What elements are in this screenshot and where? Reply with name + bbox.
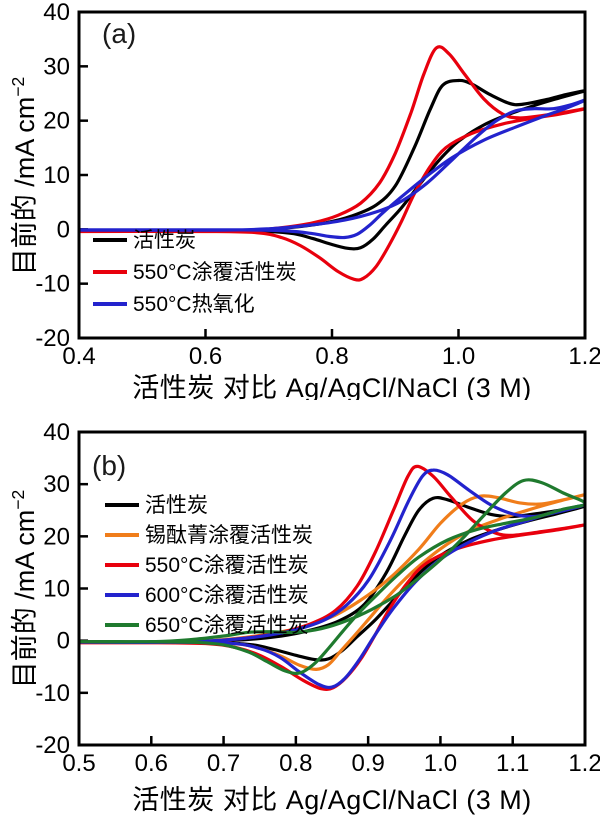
x-tick-label: 0.4 — [62, 343, 95, 370]
plot-frame — [77, 10, 587, 340]
x-tick-label: 0.8 — [315, 343, 348, 370]
panel-b-label: (b) — [92, 450, 127, 481]
y-tick-label: 40 — [43, 0, 70, 26]
legend-item-activated-carbon: 活性炭 — [105, 494, 208, 517]
x-axis-title-a: 活性炭 对比 Ag/AgCl/NaCl (3 M) — [132, 373, 532, 400]
x-tick-label: 0.9 — [351, 750, 384, 777]
y-tick-label: -20 — [35, 325, 70, 352]
x-tick-label: 1.2 — [568, 343, 600, 370]
y-tick-label: -20 — [35, 732, 70, 759]
plot-frame — [77, 430, 587, 747]
y-axis-title-a-sup: −2 — [8, 76, 28, 97]
chart-a-canvas: 0.4 0.6 0.8 1.0 1.2 -20 -10 0 10 20 30 40 活性炭 550°C涂覆… — [35, 0, 600, 370]
legend-label-coated-550c: 550°C涂覆活性炭 — [133, 261, 297, 284]
y-tick-label: 30 — [43, 471, 70, 498]
legend-item-coated-600c: 600°C涂覆活性炭 — [105, 584, 309, 607]
y-axis-title-b: 目前的 /mA cm−2 — [3, 409, 40, 769]
legend-label-snpc-coated: 锡酞菁涂覆活性炭 — [145, 524, 313, 547]
x-tick-label: 1.0 — [442, 343, 475, 370]
x-tick-label: 1.2 — [568, 750, 600, 777]
legend-item-coated-550c: 550°C涂覆活性炭 — [105, 554, 309, 577]
curve-coated-650c — [79, 478, 585, 676]
y-tick-label: 20 — [43, 108, 70, 135]
legend-item-coated-650c: 650°C涂覆活性炭 — [105, 614, 309, 637]
curves — [79, 45, 585, 282]
y-tick-label: 10 — [43, 162, 70, 189]
curve-coated-550c — [79, 45, 585, 282]
curve-thermal-oxidized-550c — [79, 98, 585, 240]
x-tick-label: 0.7 — [207, 750, 240, 777]
legend-item-coated-550c: 550°C涂覆活性炭 — [93, 261, 297, 284]
legend-label-thermal-oxidized-550c: 550°C热氧化 — [133, 293, 255, 316]
y-tick-label: -10 — [35, 680, 70, 707]
y-axis-title-a: 目前的 /mA cm−2 — [3, 0, 40, 356]
x-tick-label: 0.8 — [279, 750, 312, 777]
x-tick-label: 1.0 — [424, 750, 457, 777]
legend-label-coated-650c: 650°C涂覆活性炭 — [145, 614, 309, 637]
y-tick-label: -10 — [35, 271, 70, 298]
x-tick-label: 0.6 — [135, 750, 168, 777]
x-axis-title-b: 活性炭 对比 Ag/AgCl/NaCl (3 M) — [132, 785, 532, 815]
x-tick-label: 1.1 — [496, 750, 529, 777]
y-tick-label: 10 — [43, 576, 70, 603]
curve-coated-550c — [79, 464, 585, 691]
y-tick-label: 40 — [43, 419, 70, 446]
legend-label-activated-carbon: 活性炭 — [133, 229, 196, 252]
curves — [79, 464, 585, 691]
panel-a-label: (a) — [102, 18, 137, 49]
y-axis-title-b-text: 目前的 /mA cm — [10, 509, 40, 689]
y-tick-label: 0 — [57, 216, 70, 243]
y-tick-label: 20 — [43, 523, 70, 550]
legend-item-snpc-coated: 锡酞菁涂覆活性炭 — [105, 524, 313, 547]
y-tick-label: 0 — [57, 628, 70, 655]
y-axis-title-b-sup: −2 — [8, 489, 28, 510]
chart-b-canvas: 0.5 0.6 0.7 0.8 0.9 1.0 1.1 1.2 -20 -10 0 10 20 30 40 活… — [35, 419, 600, 777]
y-axis-title-a-text: 目前的 /mA cm — [10, 96, 40, 276]
curve-activated-carbon — [79, 78, 585, 251]
legend-item-thermal-oxidized-550c: 550°C热氧化 — [93, 293, 255, 316]
y-tick-label: 30 — [43, 53, 70, 80]
legend: 活性炭 550°C涂覆活性炭 550°C热氧化 — [93, 229, 297, 316]
legend-label-coated-550c: 550°C涂覆活性炭 — [145, 554, 309, 577]
legend-label-activated-carbon: 活性炭 — [145, 494, 208, 517]
legend-label-coated-600c: 600°C涂覆活性炭 — [145, 584, 309, 607]
panel-b: 0.5 0.6 0.7 0.8 0.9 1.0 1.1 1.2 -20 -10 0 10 20 30 40 活… — [0, 400, 600, 828]
x-tick-label: 0.6 — [189, 343, 222, 370]
legend-item-activated-carbon: 活性炭 — [93, 229, 196, 252]
panel-a: 0.4 0.6 0.8 1.0 1.2 -20 -10 0 10 20 30 40 活性炭 550°C涂覆… — [0, 0, 600, 400]
x-tick-label: 0.5 — [62, 750, 95, 777]
